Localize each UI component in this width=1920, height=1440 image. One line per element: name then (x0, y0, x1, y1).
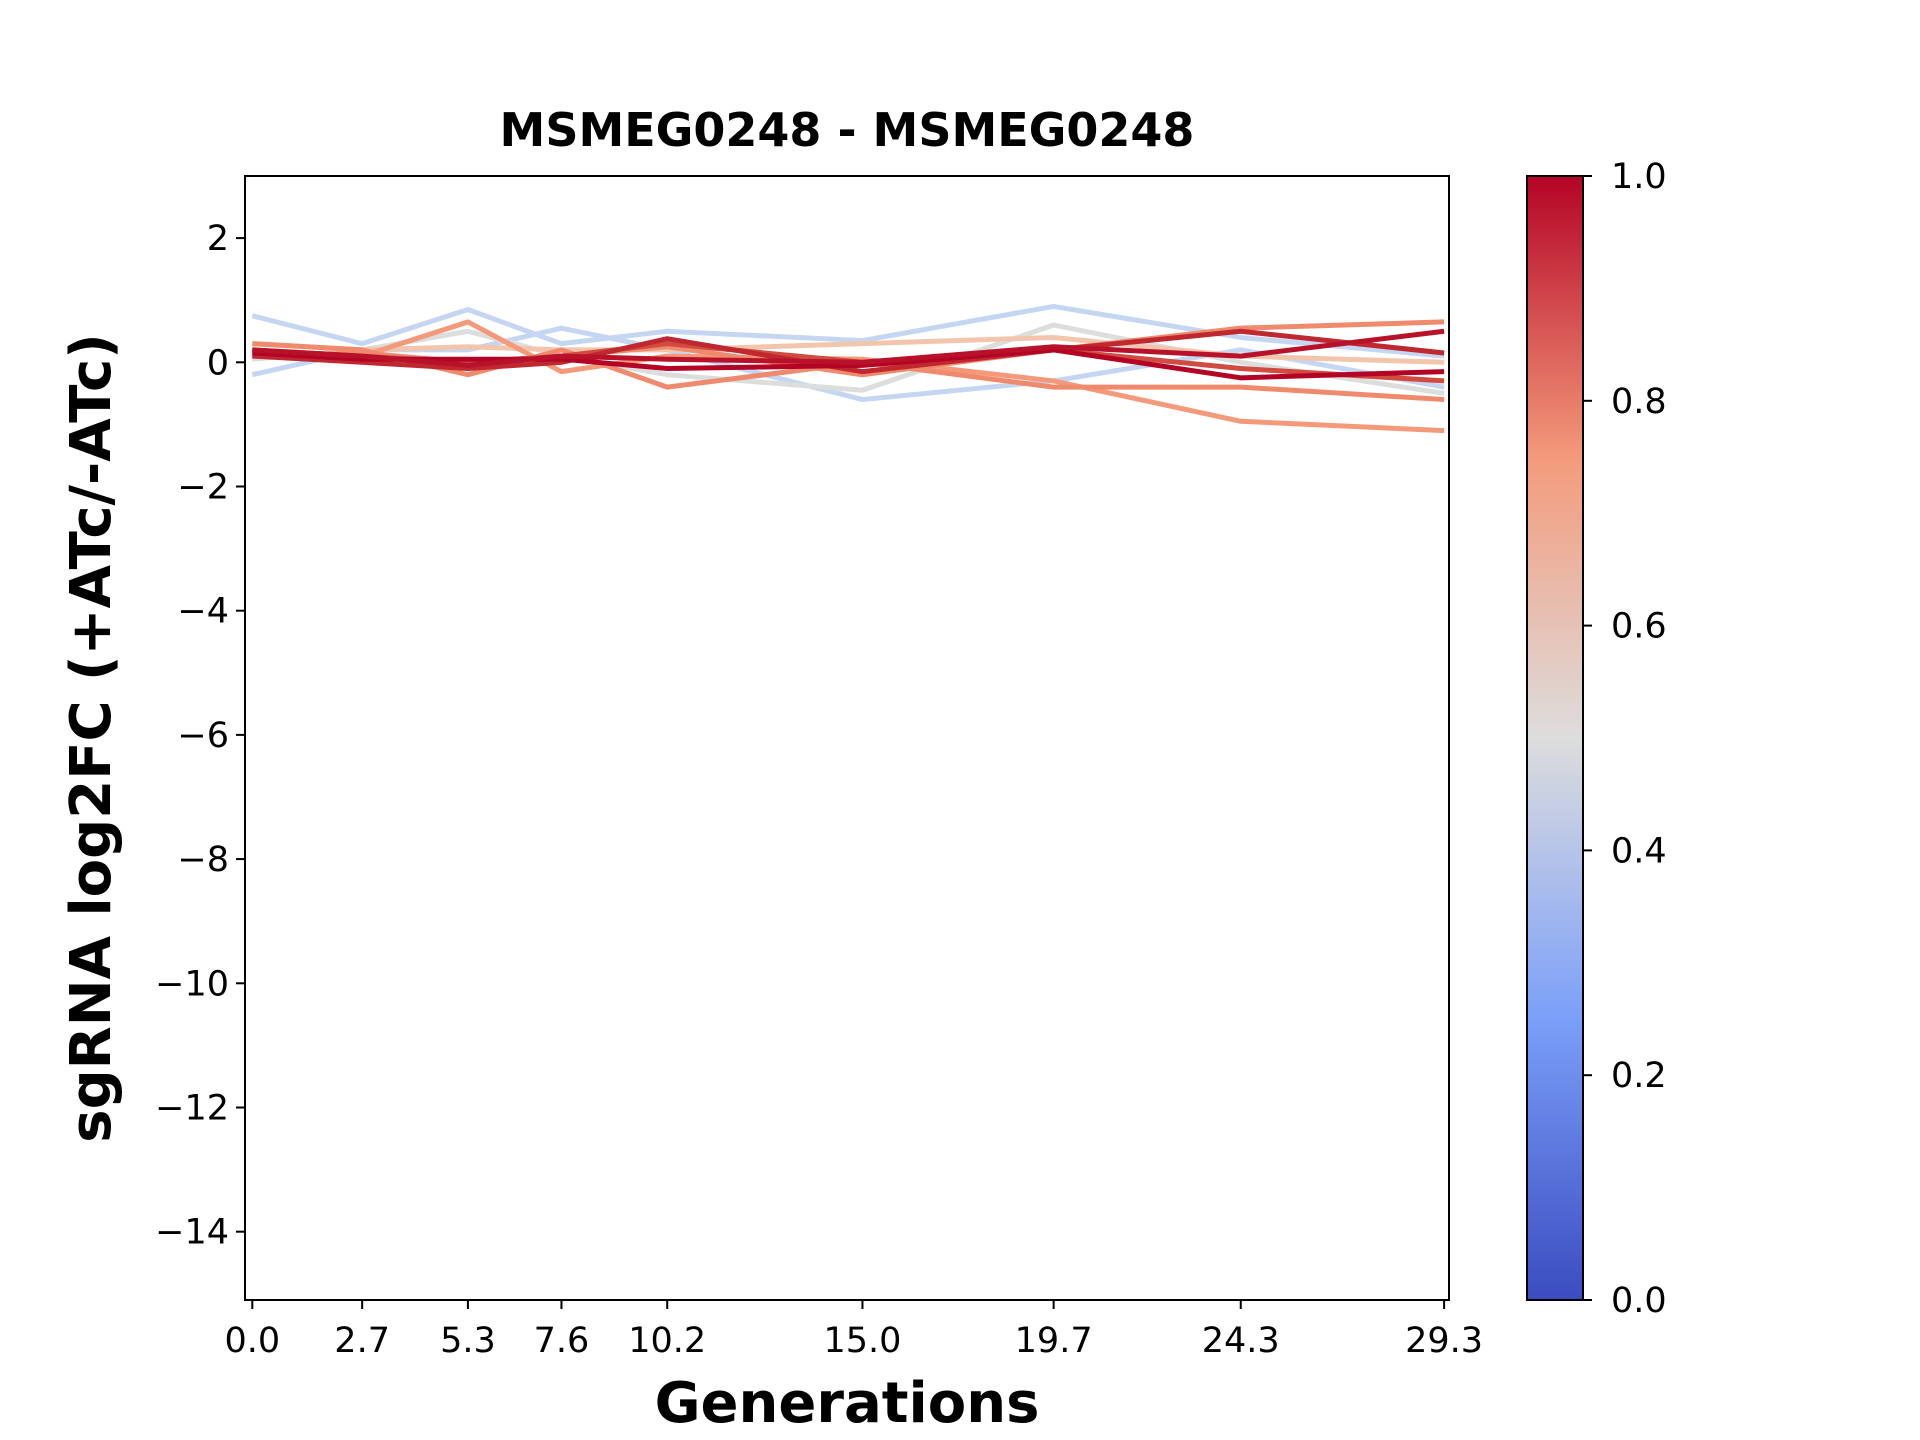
series-line (252, 328, 1445, 375)
y-tick-label: −8 (177, 840, 229, 880)
colorbar-tick-label: 0.6 (1611, 607, 1667, 647)
x-tick-label: 0.0 (224, 1321, 280, 1361)
y-tick-label: −10 (155, 964, 229, 1004)
y-tick-label: −6 (177, 716, 229, 756)
series-line (251, 303, 1445, 359)
x-tick-label: 2.7 (334, 1321, 390, 1361)
colorbar (1526, 175, 1584, 1301)
x-axis-label: Generations (655, 1371, 1040, 1436)
plot-frame (244, 175, 1450, 1301)
y-tick-label: −4 (177, 592, 229, 632)
chart-title: MSMEG0248 - MSMEG0248 (500, 103, 1195, 157)
colorbar-tick-label: 0.0 (1611, 1281, 1667, 1321)
x-tick-label: 29.3 (1405, 1321, 1483, 1361)
colorbar-tick-label: 1.0 (1611, 157, 1667, 197)
y-tick-label: 2 (207, 219, 229, 259)
colorbar-tick-label: 0.4 (1611, 831, 1667, 871)
y-tick-label: −12 (155, 1088, 229, 1128)
y-tick-label: 0 (207, 343, 229, 383)
colorbar-tick-label: 0.8 (1611, 382, 1667, 422)
x-tick-label: 24.3 (1202, 1321, 1280, 1361)
colorbar-tick-label: 0.2 (1611, 1056, 1667, 1096)
x-tick-label: 5.3 (440, 1321, 496, 1361)
series-line (252, 328, 1445, 368)
series-line (252, 334, 1445, 365)
x-tick-label: 10.2 (628, 1321, 706, 1361)
y-tick-label: −14 (155, 1213, 229, 1253)
series-line (252, 319, 1445, 434)
y-tick-label: −2 (177, 467, 229, 507)
x-tick-label: 19.7 (1015, 1321, 1093, 1361)
x-tick-label: 15.0 (823, 1321, 901, 1361)
x-tick-label: 7.6 (534, 1321, 590, 1361)
y-axis-label: sgRNA log2FC (+ATc/-ATc) (59, 333, 124, 1143)
